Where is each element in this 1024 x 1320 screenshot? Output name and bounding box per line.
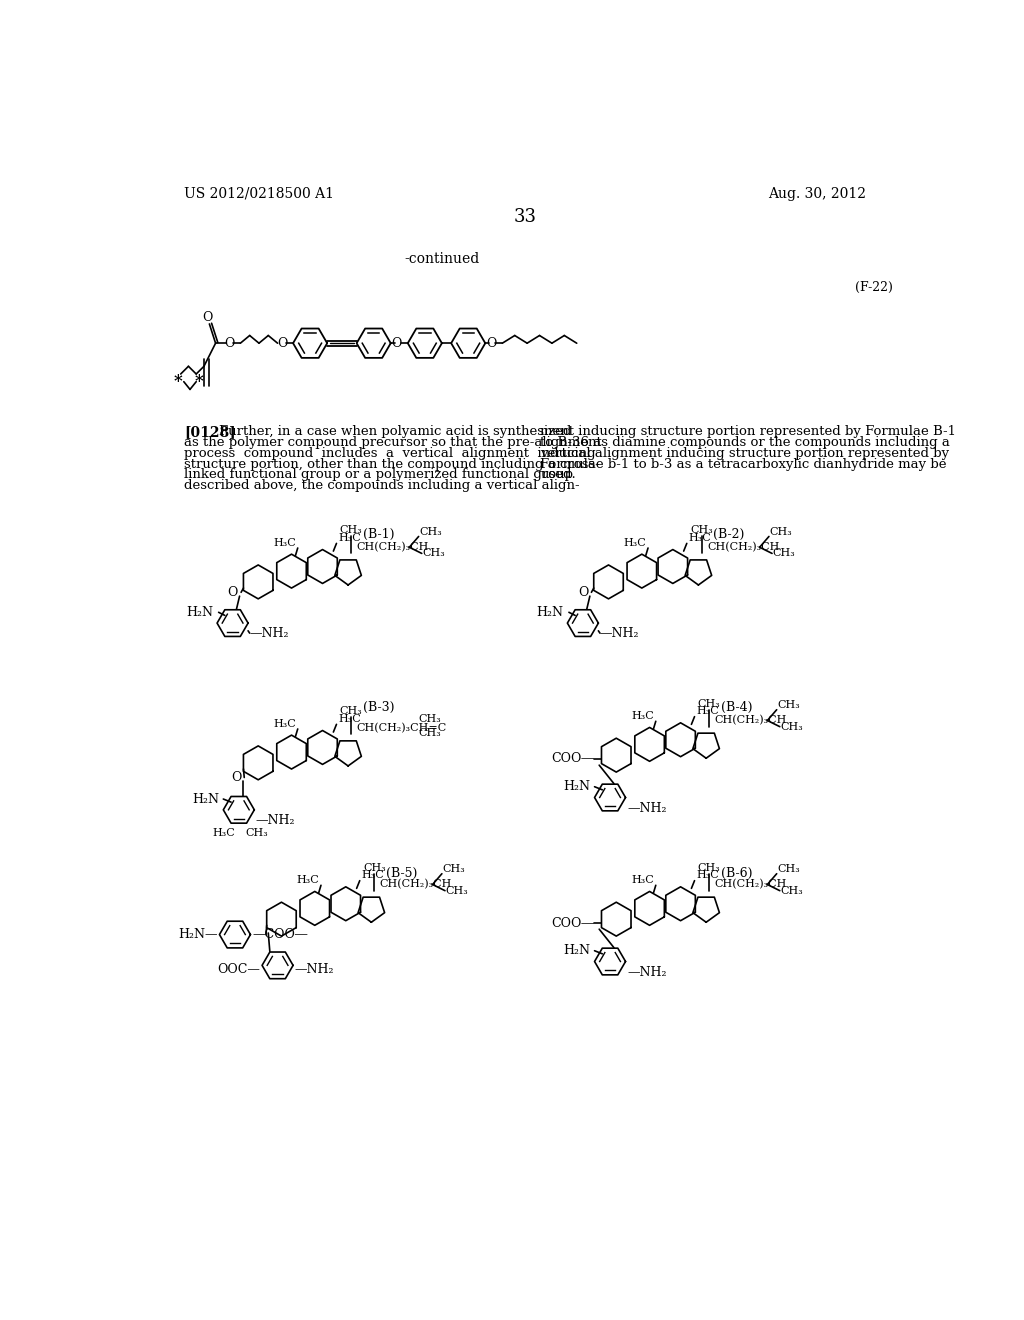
Text: O: O [227,586,238,599]
Text: —NH₂: —NH₂ [295,962,334,975]
Text: H₂N: H₂N [186,606,213,619]
Text: H₃C: H₃C [632,711,654,721]
Text: H₃C: H₃C [212,828,234,838]
Text: *: * [195,374,204,391]
Text: US 2012/0218500 A1: US 2012/0218500 A1 [183,187,334,201]
Text: H₃C: H₃C [273,537,296,548]
Text: CH₃: CH₃ [445,886,469,896]
Text: (B-6): (B-6) [721,866,753,879]
Text: (B-1): (B-1) [362,528,394,541]
Text: O: O [578,586,589,599]
Text: CH(CH₂)₃CH: CH(CH₂)₃CH [715,879,787,890]
Text: (B-4): (B-4) [721,701,753,714]
Text: CH₃: CH₃ [442,865,465,874]
Text: H₃C: H₃C [297,875,319,884]
Text: structure portion, other than the compound including a cross-: structure portion, other than the compou… [183,458,599,471]
Text: (F-22): (F-22) [855,281,893,294]
Text: H₃C: H₃C [696,706,719,717]
Text: O: O [278,337,288,350]
Text: Aug. 30, 2012: Aug. 30, 2012 [768,187,866,201]
Text: COO―: COO― [551,752,594,766]
Text: CH₃: CH₃ [773,548,796,558]
Text: ment inducing structure portion represented by Formulae B-1: ment inducing structure portion represen… [541,425,956,438]
Text: CH(CH₂)₃CH: CH(CH₂)₃CH [356,543,429,552]
Text: H₃C: H₃C [338,714,360,723]
Text: (B-3): (B-3) [362,701,394,714]
Text: Formulae b-1 to b-3 as a tetracarboxylic dianhydride may be: Formulae b-1 to b-3 as a tetracarboxylic… [541,458,947,471]
Text: process  compound  includes  a  vertical  alignment  inducing: process compound includes a vertical ali… [183,446,595,459]
Text: H₃C: H₃C [361,870,384,880]
Text: —COO―: —COO― [252,928,307,941]
Text: —NH₂: —NH₂ [600,627,639,640]
Text: CH(CH₂)₃CH: CH(CH₂)₃CH [380,879,453,890]
Text: H₃C: H₃C [632,875,654,884]
Text: CH₃: CH₃ [423,548,445,558]
Text: vertical alignment inducing structure portion represented by: vertical alignment inducing structure po… [541,446,949,459]
Text: CH(CH₂)₃CH: CH(CH₂)₃CH [715,715,787,726]
Text: CH₃: CH₃ [780,722,803,731]
Text: O: O [392,337,402,350]
Text: CH₃: CH₃ [419,714,441,723]
Text: —NH₂: —NH₂ [250,627,289,640]
Text: used.: used. [541,469,577,482]
Text: H₃C: H₃C [338,533,360,543]
Text: O: O [230,771,241,784]
Text: COO―: COO― [551,916,594,929]
Text: CH₃: CH₃ [419,727,441,738]
Text: —NH₂: —NH₂ [256,814,295,828]
Text: CH₃: CH₃ [770,527,793,537]
Text: H₂N: H₂N [537,606,563,619]
Text: O: O [224,337,234,350]
Text: CH₃: CH₃ [698,698,721,709]
Text: CH₃: CH₃ [780,886,803,896]
Text: -continued: -continued [404,252,479,265]
Text: Further, in a case when polyamic acid is synthesized: Further, in a case when polyamic acid is… [219,425,571,438]
Text: [0128]: [0128] [183,425,236,438]
Text: as the polymer compound precursor so that the pre-alignment: as the polymer compound precursor so tha… [183,436,601,449]
Text: CH(CH₂)₃CH: CH(CH₂)₃CH [707,543,779,552]
Text: —NH₂: —NH₂ [627,966,667,979]
Text: CH₃: CH₃ [340,706,362,717]
Text: H₃C: H₃C [624,537,646,548]
Text: described above, the compounds including a vertical align-: described above, the compounds including… [183,479,580,492]
Text: O: O [202,312,212,325]
Text: O: O [486,337,497,350]
Text: CH₃: CH₃ [698,862,721,873]
Text: CH₃: CH₃ [364,862,386,873]
Text: (B-5): (B-5) [386,866,418,879]
Text: H₃C: H₃C [688,533,711,543]
Text: *: * [174,374,182,391]
Text: —NH₂: —NH₂ [627,801,667,814]
Text: H₃C: H₃C [273,718,296,729]
Text: H₂N: H₂N [193,792,219,805]
Text: 33: 33 [513,209,537,226]
Text: CH(CH₂)₃CH=C: CH(CH₂)₃CH=C [356,723,446,734]
Text: H₂N—: H₂N— [178,928,218,941]
Text: OOC—: OOC— [218,962,260,975]
Text: CH₃: CH₃ [777,865,800,874]
Text: CH₃: CH₃ [245,828,267,838]
Text: to B-36 as diamine compounds or the compounds including a: to B-36 as diamine compounds or the comp… [541,436,950,449]
Text: CH₃: CH₃ [777,700,800,710]
Text: linked functional group or a polymerized functional group: linked functional group or a polymerized… [183,469,572,482]
Text: (B-2): (B-2) [713,528,744,541]
Text: H₂N: H₂N [563,944,591,957]
Text: CH₃: CH₃ [690,525,713,536]
Text: CH₃: CH₃ [340,525,362,536]
Text: H₃C: H₃C [696,870,719,880]
Text: H₂N: H₂N [563,780,591,793]
Text: CH₃: CH₃ [420,527,442,537]
